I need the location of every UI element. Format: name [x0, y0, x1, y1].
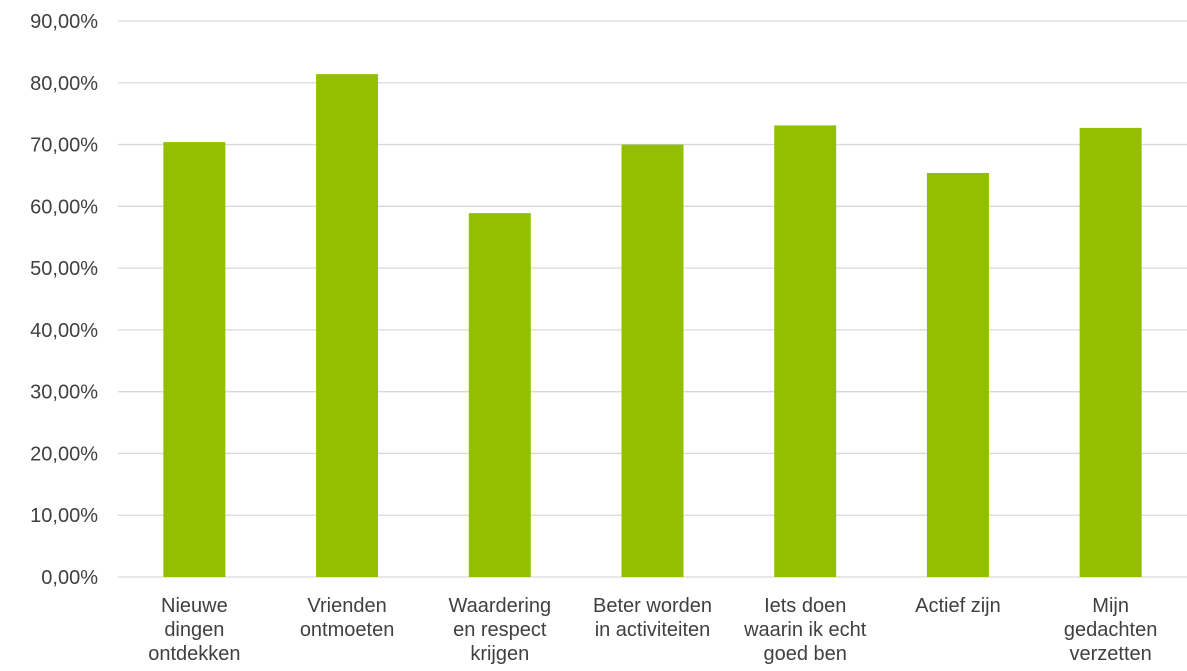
category-label-line: Waardering — [448, 595, 551, 617]
category-label: Waardering en respect krijgen — [448, 595, 551, 665]
bar — [774, 125, 837, 577]
x-axis-category-labels: Nieuwe dingen ontdekken Vrienden ontmoeten Wa… — [148, 595, 1157, 665]
category-label-line: ontmoeten — [300, 619, 395, 641]
category-label: Nieuwe dingen ontdekken — [148, 595, 240, 665]
y-tick-label: 10,00% — [30, 505, 98, 527]
y-tick-label: 70,00% — [30, 135, 98, 157]
bar — [316, 74, 379, 577]
y-tick-label: 90,00% — [30, 11, 98, 33]
bar — [163, 142, 226, 577]
bar — [621, 144, 684, 578]
category-label-line: Iets doen — [764, 595, 846, 617]
category-label-line: Mijn — [1092, 595, 1129, 617]
category-label: Beter worden in activiteiten — [593, 595, 712, 641]
category-label-line: ontdekken — [148, 643, 240, 665]
bar — [926, 172, 989, 577]
y-axis-tick-labels: 0,00% 10,00% 20,00% 30,00% 40,00% 50,00% 60,00… — [30, 11, 98, 589]
y-tick-label: 60,00% — [30, 196, 98, 218]
y-tick-label: 40,00% — [30, 320, 98, 342]
category-label-line: gedachten — [1064, 619, 1157, 641]
category-label: Iets doen waarin ik echt goed ben — [743, 595, 867, 665]
y-tick-label: 20,00% — [30, 443, 98, 465]
category-label-line: Actief zijn — [915, 595, 1001, 617]
category-label: Vrienden ontmoeten — [300, 595, 395, 641]
category-label-line: krijgen — [470, 643, 529, 665]
y-tick-label: 80,00% — [30, 73, 98, 95]
category-label-line: verzetten — [1070, 643, 1152, 665]
category-label-line: waarin ik echt — [743, 619, 867, 641]
bars — [163, 74, 1142, 578]
category-label-line: en respect — [453, 619, 547, 641]
category-label-line: Beter worden — [593, 595, 712, 617]
y-tick-label: 30,00% — [30, 382, 98, 404]
y-tick-label: 0,00% — [41, 567, 98, 589]
category-label-line: in activiteiten — [595, 619, 711, 641]
bar — [1079, 127, 1142, 578]
category-label-line: Nieuwe — [161, 595, 228, 617]
category-label-line: Vrienden — [307, 595, 386, 617]
bar — [468, 213, 531, 577]
category-label: Mijn gedachten verzetten — [1064, 595, 1157, 665]
y-tick-label: 50,00% — [30, 258, 98, 280]
category-label: Actief zijn — [915, 595, 1001, 617]
category-label-line: goed ben — [764, 643, 847, 665]
category-label-line: dingen — [164, 619, 224, 641]
